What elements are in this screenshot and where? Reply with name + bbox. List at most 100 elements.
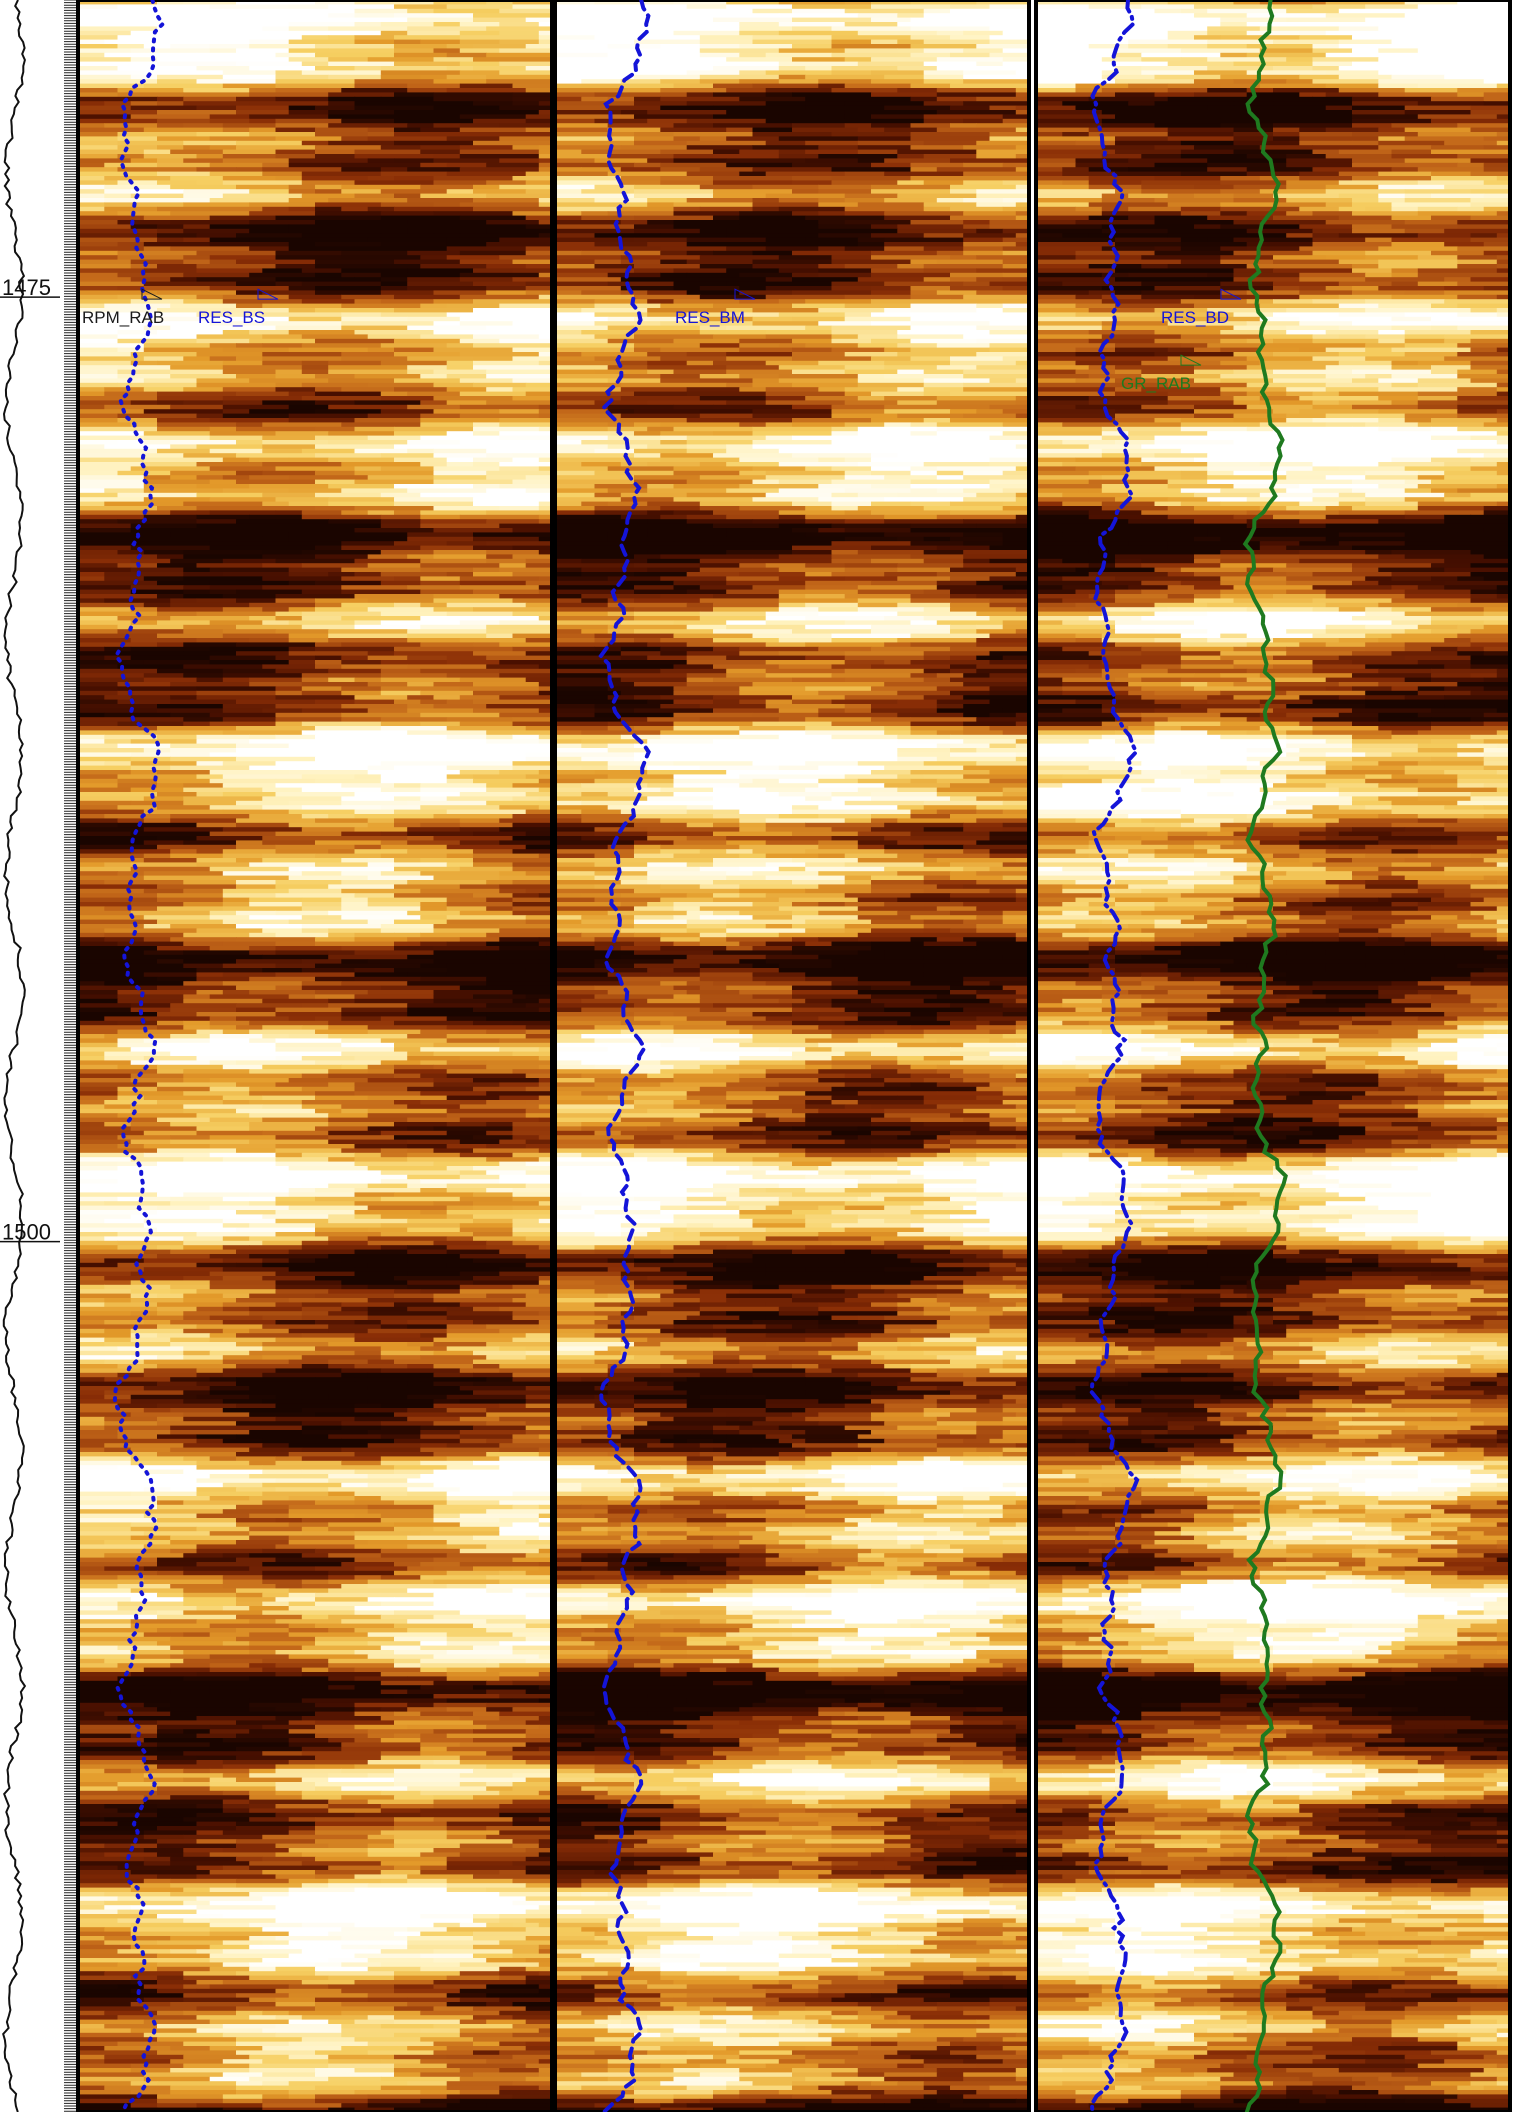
pixel (170, 1856, 237, 1862)
pixel (739, 70, 767, 76)
pixel (341, 2002, 408, 2007)
pixel (78, 1698, 158, 1704)
pixel (459, 272, 540, 278)
pixel (446, 1456, 500, 1462)
pixel (196, 334, 263, 340)
pixel (288, 1993, 369, 1998)
pixel (196, 79, 277, 84)
pixel (486, 1029, 527, 1035)
pixel (871, 184, 951, 190)
pixel (446, 1676, 500, 1682)
pixel (143, 312, 198, 318)
pixel (78, 1258, 105, 1264)
pixel (341, 576, 395, 582)
pixel (301, 787, 382, 793)
pixel (844, 193, 898, 199)
pixel (433, 959, 500, 964)
pixel (222, 972, 277, 978)
pixel (78, 1386, 145, 1391)
pixel (78, 1856, 145, 1862)
pixel (341, 220, 408, 225)
pixel (157, 1042, 237, 1048)
pixel (222, 475, 250, 480)
pixel (433, 1755, 461, 1761)
pixel (78, 1738, 145, 1743)
pixel (473, 1645, 514, 1651)
pixel (555, 66, 635, 71)
pixel (315, 426, 356, 432)
pixel (512, 356, 553, 362)
pixel (897, 149, 977, 155)
pixel (236, 1883, 303, 1888)
pixel (275, 176, 303, 181)
pixel (222, 765, 250, 771)
pixel (446, 444, 514, 450)
pixel (78, 756, 132, 762)
pixel (262, 928, 303, 934)
pixel (420, 334, 474, 340)
pixel (459, 1548, 540, 1554)
pixel (367, 158, 395, 164)
pixel (275, 123, 329, 128)
pixel (78, 2107, 158, 2112)
pixel (538, 334, 553, 340)
pixel (275, 127, 316, 133)
pixel (196, 1804, 224, 1809)
pixel (117, 2041, 184, 2047)
pixel (183, 202, 250, 208)
pixel (117, 167, 198, 172)
pixel (792, 118, 859, 124)
pixel (78, 74, 132, 80)
pixel (328, 884, 395, 890)
pixel (976, 66, 1030, 71)
pixel (275, 1764, 316, 1770)
pixel (620, 92, 688, 98)
pixel (170, 1249, 237, 1255)
pixel (459, 910, 514, 916)
pixel (143, 484, 198, 489)
pixel (446, 1975, 500, 1981)
pixel (275, 8, 356, 14)
pixel (78, 620, 132, 626)
pixel (288, 1452, 356, 1457)
pixel (459, 1386, 527, 1391)
pixel (420, 976, 487, 982)
pixel (301, 1408, 356, 1413)
pixel (499, 888, 527, 894)
pixel (433, 950, 487, 956)
pixel (433, 1240, 461, 1246)
pixel (420, 642, 474, 648)
pixel (555, 17, 596, 23)
pixel (78, 1280, 132, 1286)
pixel (301, 739, 342, 744)
pixel (328, 1491, 356, 1497)
pixel (341, 312, 382, 318)
pixel (778, 66, 806, 71)
pixel (857, 96, 912, 102)
pixel (301, 176, 369, 181)
pixel (525, 2019, 553, 2025)
pixel (963, 74, 1030, 80)
pixel (459, 83, 514, 89)
pixel (222, 941, 277, 947)
pixel (117, 1663, 171, 1668)
pixel (78, 941, 119, 947)
pixel (328, 92, 395, 98)
pixel (607, 154, 675, 159)
pixel (950, 22, 1030, 27)
pixel (78, 44, 119, 49)
pixel (222, 413, 250, 419)
pixel (249, 862, 316, 868)
pixel (499, 2085, 540, 2091)
pixel (157, 704, 224, 709)
pixel (407, 1628, 487, 1633)
pixel (341, 162, 421, 168)
pixel (538, 1135, 553, 1140)
pixel (78, 431, 145, 436)
pixel (78, 2041, 119, 2047)
pixel (499, 1914, 553, 1919)
pixel (78, 1012, 158, 1017)
pixel (262, 2059, 329, 2064)
pixel (249, 677, 303, 683)
pixel (473, 1720, 527, 1726)
